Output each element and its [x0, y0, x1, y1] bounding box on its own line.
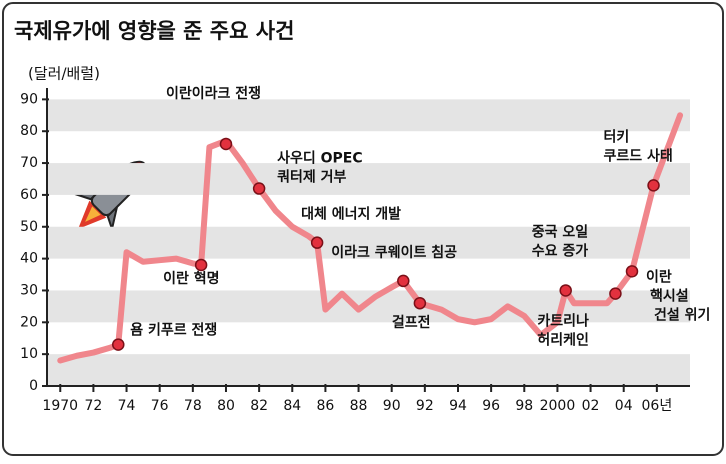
chart-title: 국제유가에 영향을 준 주요 사건	[14, 19, 294, 43]
y-tick-label: 20	[20, 314, 38, 330]
x-tick-label: 72	[84, 398, 102, 414]
event-marker	[397, 274, 410, 288]
grid-band	[47, 290, 690, 323]
annotation: 카트리나	[537, 314, 589, 330]
x-tick-label: 74	[118, 398, 136, 414]
y-axis-label: (달러/배럴)	[28, 65, 100, 83]
annotation: 이란이라크 전쟁	[166, 85, 261, 102]
y-tick-label: 40	[20, 251, 38, 267]
annotation: 건설 위기	[654, 306, 710, 323]
y-tick-label: 70	[20, 155, 38, 171]
event-marker	[219, 137, 233, 151]
x-tick-label: 90	[383, 398, 401, 414]
x-tick-label: 78	[184, 398, 202, 414]
annotation: 중국 오일	[532, 224, 588, 240]
annotation: 이란	[646, 268, 672, 285]
event-marker	[625, 265, 639, 278]
x-tick-label: 98	[515, 398, 533, 414]
x-tick-label: 96	[482, 398, 500, 414]
x-tick-label: 84	[283, 398, 301, 414]
x-tick-label: 76	[151, 398, 169, 414]
event-marker	[647, 179, 660, 192]
x-tick-label: 2000	[540, 398, 576, 414]
x-tick-label: 04	[615, 398, 633, 414]
annotation: 터키	[604, 129, 630, 145]
y-tick-label: 10	[20, 346, 38, 362]
y-tick-label: 60	[20, 187, 38, 203]
annotation: 이라크 쿠웨이트 침공	[331, 244, 457, 261]
event-marker	[413, 296, 427, 310]
y-tick-label: 50	[20, 219, 38, 235]
event-marker	[112, 338, 125, 351]
x-tick-label: 80	[217, 398, 235, 414]
y-tick-label: 80	[20, 123, 38, 139]
grid-band	[47, 99, 690, 132]
x-tick-label: 1970	[42, 398, 78, 414]
event-marker	[252, 182, 266, 195]
x-tick-label: 82	[250, 398, 268, 414]
annotation: 사우디 OPEC	[277, 151, 363, 167]
x-tick-label: 86	[316, 398, 334, 414]
y-tick-label: 30	[20, 282, 38, 298]
x-tick-label: 88	[350, 398, 368, 414]
annotation: 대체 에너지 개발	[301, 206, 401, 223]
y-tick-label: 0	[29, 378, 38, 394]
annotation: 욤 키푸르 전쟁	[130, 322, 217, 339]
event-marker	[559, 284, 572, 297]
annotation: 핵시설	[650, 288, 689, 304]
event-marker	[609, 287, 622, 300]
annotation: 이란 혁명	[163, 270, 219, 287]
event-marker	[194, 258, 208, 272]
annotation: 수요 증가	[532, 243, 589, 259]
grid-band	[47, 354, 690, 386]
x-tick-label: 06년	[642, 398, 673, 414]
x-tick-label: 94	[449, 398, 467, 414]
y-tick-label: 90	[20, 91, 38, 107]
grid-band	[47, 163, 690, 195]
annotation: 걸프전	[392, 314, 431, 331]
annotation: 허리케인	[537, 332, 589, 349]
x-tick-label: 92	[416, 398, 434, 414]
annotation: 쿠르드 사태	[604, 148, 673, 164]
annotation: 쿼터제 거부	[277, 169, 346, 186]
grid-band	[47, 226, 690, 259]
x-tick-label: 02	[582, 398, 600, 414]
event-marker	[310, 236, 324, 249]
